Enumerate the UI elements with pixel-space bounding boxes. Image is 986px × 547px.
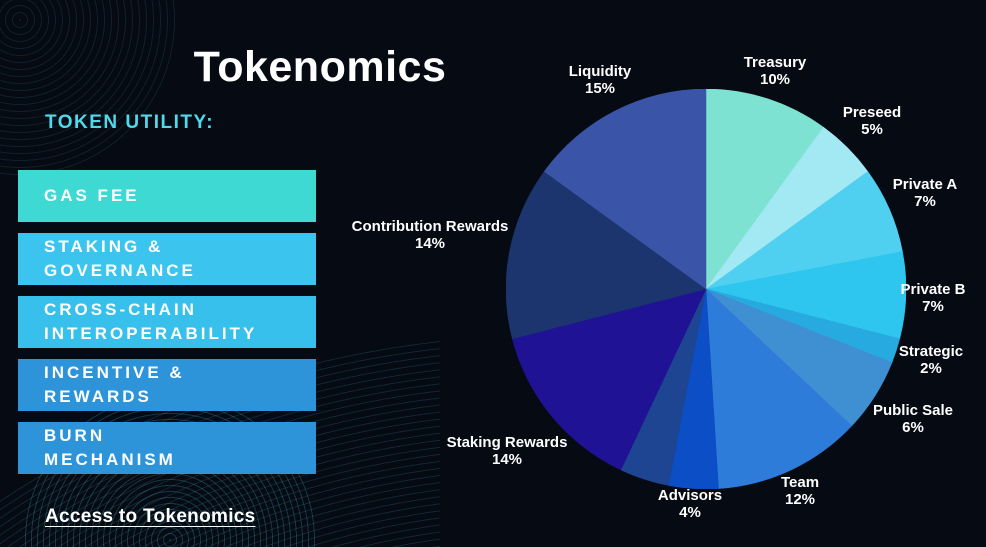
page-title: Tokenomics [193, 42, 447, 91]
pie-slice-liquidity [543, 89, 707, 290]
access-tokenomics-link[interactable]: Access to Tokenomics [45, 506, 256, 527]
pie-label-contribution-rewards: Contribution Rewards 14% [351, 218, 509, 252]
utility-button-gas-fee[interactable]: GAS FEE [18, 170, 316, 222]
pie-label-advisors: Advisors 4% [657, 487, 723, 521]
pie-slice-team [705, 288, 853, 489]
pie-slice-staking-rewards [511, 288, 707, 471]
pie-label-private-b: Private B 7% [900, 281, 966, 315]
utility-list: GAS FEE STAKING & GOVERNANCE CROSS-CHAIN… [18, 170, 316, 485]
token-utility-heading: TOKEN UTILITY: [45, 112, 215, 133]
pie-slice-treasury [705, 89, 824, 290]
utility-button-label: CROSS-CHAIN INTEROPERABILITY [44, 300, 258, 343]
utility-button-label: INCENTIVE & REWARDS [44, 363, 185, 406]
utility-button-cross-chain-interoperability[interactable]: CROSS-CHAIN INTEROPERABILITY [18, 296, 316, 348]
utility-button-label: GAS FEE [44, 186, 140, 205]
utility-button-burn-mechanism[interactable]: BURN MECHANISM [18, 422, 316, 474]
utility-button-label: STAKING & GOVERNANCE [44, 237, 196, 280]
utility-button-label: BURN MECHANISM [44, 426, 176, 469]
pie-label-treasury: Treasury 10% [743, 54, 807, 88]
pie-label-strategic: Strategic 2% [898, 343, 964, 377]
utility-button-incentive-rewards[interactable]: INCENTIVE & REWARDS [18, 359, 316, 411]
pie-slice-contribution-rewards [506, 171, 707, 340]
pie-chart [506, 89, 906, 489]
utility-button-staking-governance[interactable]: STAKING & GOVERNANCE [18, 233, 316, 285]
